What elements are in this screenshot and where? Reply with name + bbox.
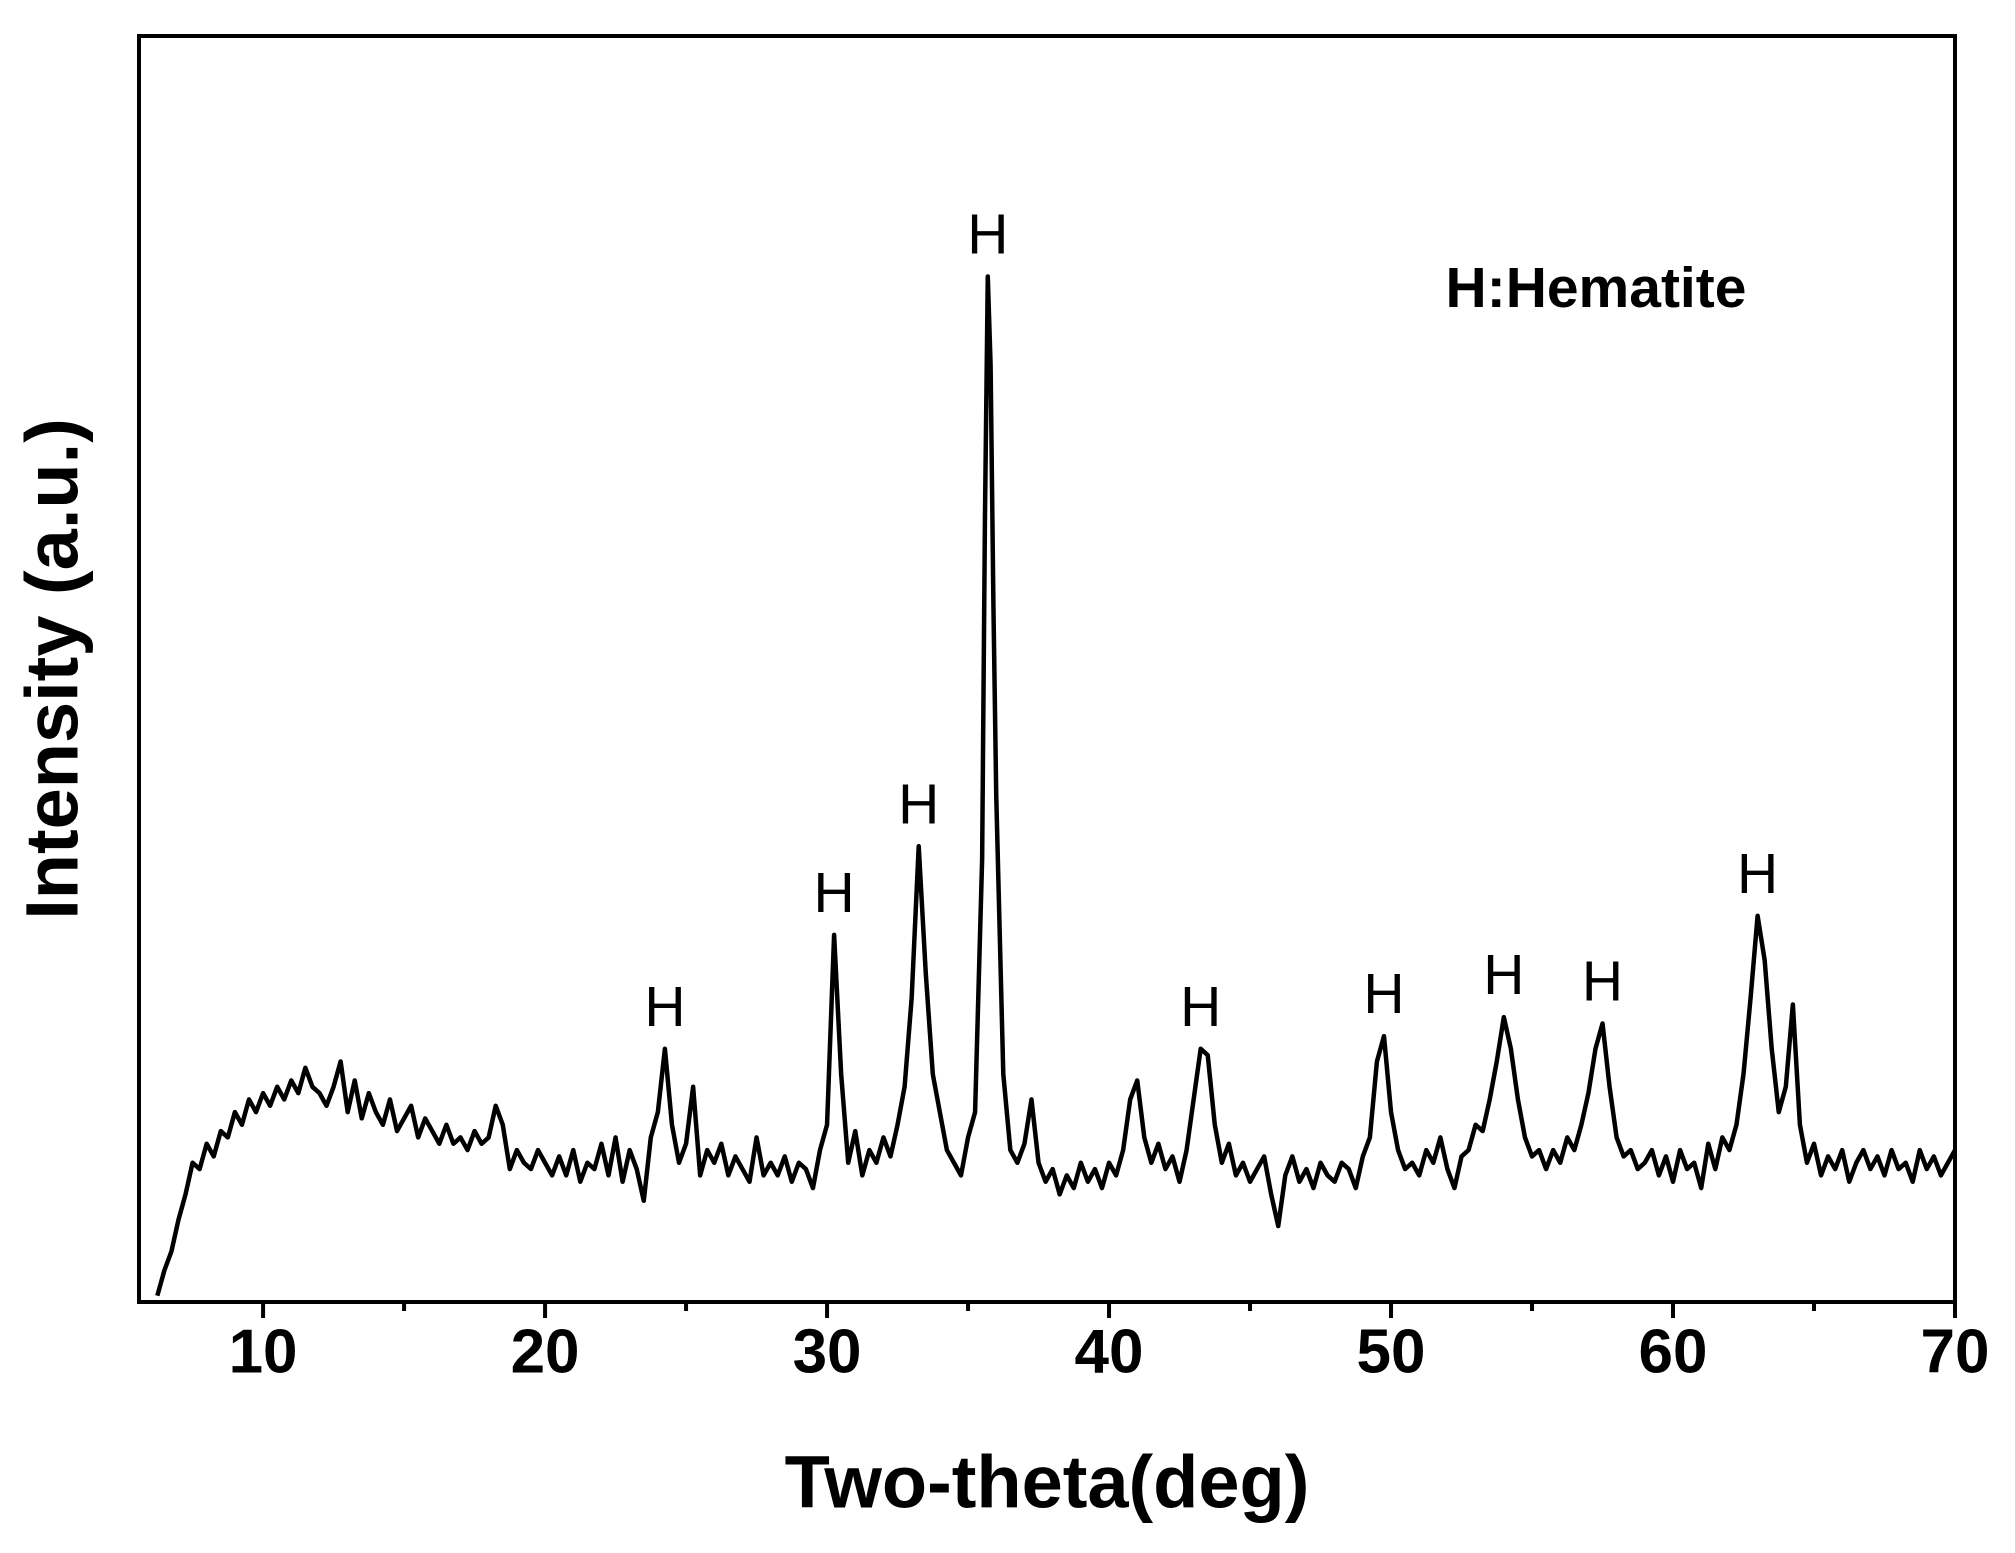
x-tick-label: 10 bbox=[229, 1317, 298, 1386]
x-tick-label: 40 bbox=[1075, 1317, 1144, 1386]
plot-frame bbox=[137, 34, 1957, 1304]
peak-label: H bbox=[1737, 842, 1778, 906]
peak-label: H bbox=[1363, 962, 1404, 1026]
x-tick-label: 30 bbox=[793, 1317, 862, 1386]
peak-label: H bbox=[1582, 950, 1623, 1014]
x-tick-label: 70 bbox=[1921, 1317, 1990, 1386]
peak-label: H bbox=[814, 861, 855, 925]
x-axis-label: Two-theta(deg) bbox=[785, 1441, 1310, 1524]
legend-text: H:Hematite bbox=[1446, 256, 1747, 320]
peak-label: H bbox=[1483, 943, 1524, 1007]
x-tick-label: 50 bbox=[1357, 1317, 1426, 1386]
peak-label: H bbox=[967, 203, 1008, 267]
xrd-line bbox=[155, 274, 1957, 1297]
x-tick-label: 20 bbox=[511, 1317, 580, 1386]
y-axis-label: Intensity (a.u.) bbox=[11, 418, 94, 920]
x-tick-label: 60 bbox=[1639, 1317, 1708, 1386]
peak-label: H bbox=[1180, 975, 1221, 1039]
peak-label: H bbox=[898, 772, 939, 836]
peak-label: H bbox=[644, 975, 685, 1039]
